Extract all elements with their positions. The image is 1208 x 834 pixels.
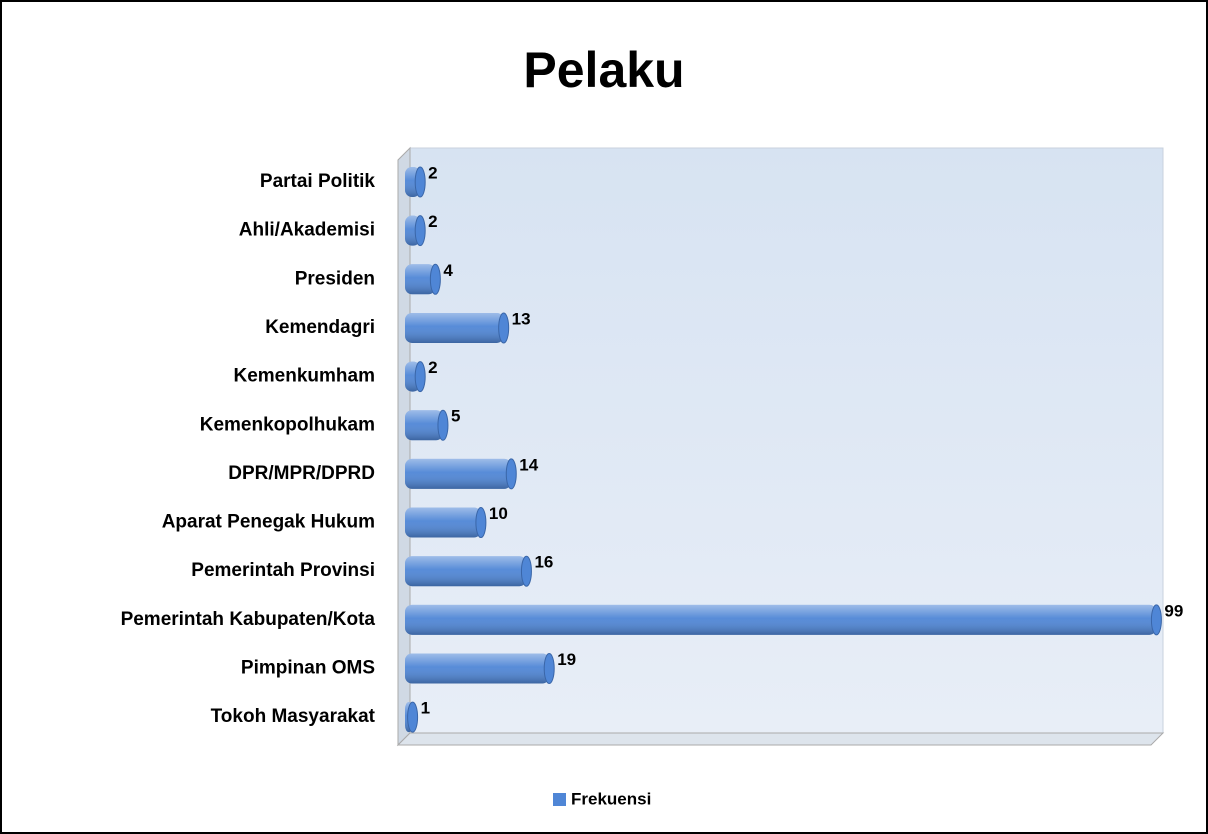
legend: Frekuensi xyxy=(553,789,651,808)
y-tick-label: Partai Politik xyxy=(260,171,376,192)
data-label: 2 xyxy=(428,212,437,231)
bar-shine xyxy=(405,604,1157,635)
data-label: 19 xyxy=(557,650,576,669)
y-tick-label: Aparat Penegak Hukum xyxy=(162,512,375,533)
bar-cap xyxy=(543,653,555,684)
bar-shine xyxy=(405,653,550,684)
back-wall xyxy=(409,147,1164,734)
y-tick-label: Pimpinan OMS xyxy=(241,658,375,679)
floor xyxy=(396,732,1165,746)
y-tick-label: Tokoh Masyarakat xyxy=(211,706,376,727)
bar-shine xyxy=(405,312,504,343)
bar-cap xyxy=(1150,604,1162,636)
bar-shine xyxy=(405,458,512,489)
bar-shine xyxy=(405,410,443,441)
bar xyxy=(405,409,449,441)
y-tick-label: Kemenkumham xyxy=(234,366,376,387)
bar xyxy=(405,312,510,344)
data-label: 2 xyxy=(428,163,437,182)
bar xyxy=(405,653,555,684)
y-tick-label: Pemerintah Kabupaten/Kota xyxy=(121,609,376,630)
bar-shine xyxy=(405,556,527,587)
bar-cap xyxy=(505,458,517,490)
y-tick-label: DPR/MPR/DPRD xyxy=(228,463,375,484)
y-tick-label: Kemendagri xyxy=(265,317,375,338)
data-label: 4 xyxy=(443,261,453,280)
y-tick-label: Pemerintah Provinsi xyxy=(191,560,375,581)
legend-swatch xyxy=(553,793,566,806)
bar-cap xyxy=(407,701,419,733)
legend-label: Frekuensi xyxy=(571,789,651,808)
bar-cap xyxy=(414,215,426,247)
bar xyxy=(405,166,426,198)
y-tick-label: Kemenkopolhukam xyxy=(200,414,375,435)
bar-shine xyxy=(405,507,481,538)
bar-cap xyxy=(437,409,449,441)
y-tick-label: Ahli/Akademisi xyxy=(239,220,375,241)
data-label: 10 xyxy=(489,504,508,523)
data-label: 5 xyxy=(451,407,460,426)
bar-cap xyxy=(520,555,532,587)
bar-cap xyxy=(429,263,441,295)
data-label: 16 xyxy=(534,553,553,572)
bar-cap xyxy=(414,166,426,198)
bar-cap xyxy=(475,507,487,539)
bar xyxy=(405,361,426,393)
bar xyxy=(405,507,487,539)
bar xyxy=(405,263,441,295)
bar-shine xyxy=(405,264,436,295)
bar-cap xyxy=(498,312,510,344)
y-tick-label: Presiden xyxy=(295,268,375,289)
data-label: 2 xyxy=(428,358,437,377)
data-label: 1 xyxy=(421,699,430,718)
bar-cap xyxy=(414,361,426,393)
bar xyxy=(405,555,532,587)
data-label: 13 xyxy=(512,309,531,328)
bar xyxy=(405,215,426,247)
bar xyxy=(405,458,517,490)
bar xyxy=(405,701,419,733)
bar xyxy=(405,604,1162,636)
chart-title: Pelaku xyxy=(523,42,684,98)
data-label: 99 xyxy=(1164,601,1183,620)
data-label: 14 xyxy=(519,455,538,474)
